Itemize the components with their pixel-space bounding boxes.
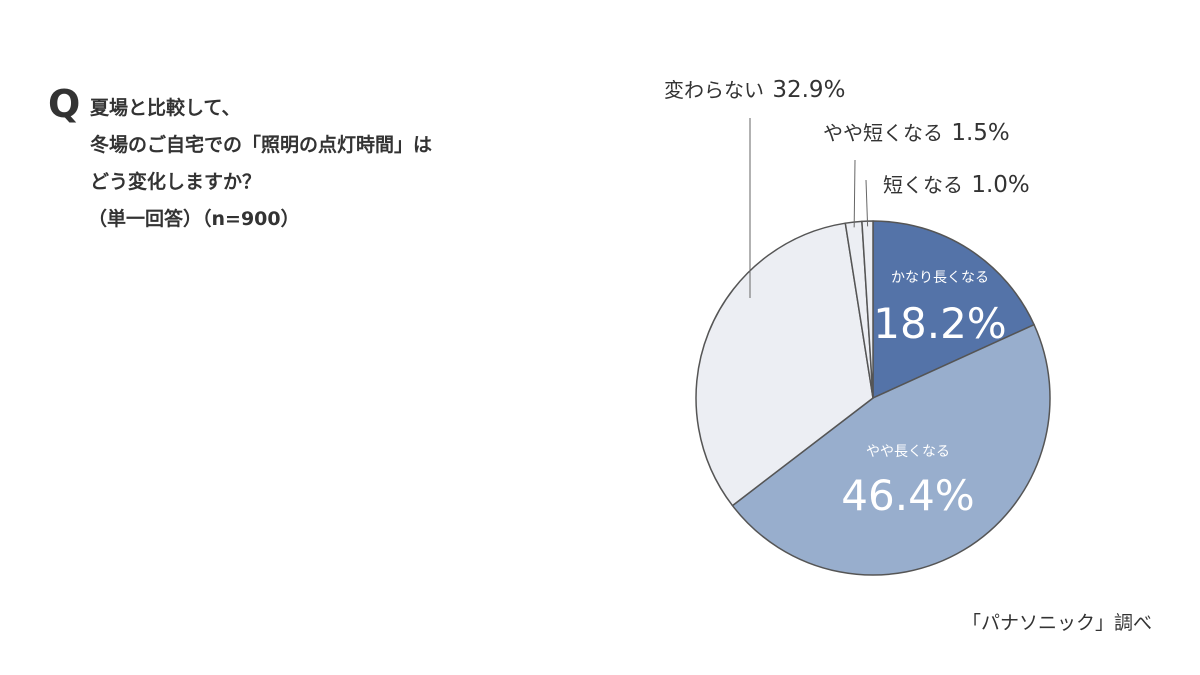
question-line-4: （単一回答）（n=900）: [88, 208, 300, 230]
slice-label-1: かなり長くなる: [891, 270, 989, 286]
source-credit: 「パナソニック」調べ: [961, 612, 1152, 634]
question-text: 夏場と比較して、 冬場のご自宅での「照明の点灯時間」は どう変化しますか？ （単…: [88, 90, 550, 238]
question-line-1: 夏場と比較して、: [90, 97, 241, 119]
slice-value-1: 18.2%: [873, 299, 1006, 348]
pie-slice-3: [695, 222, 874, 507]
slice-label-4: やや短くなる 1.5%: [823, 120, 1010, 146]
question-line-3: どう変化しますか？: [90, 171, 262, 193]
question-line-2: 冬場のご自宅での「照明の点灯時間」は: [90, 134, 433, 156]
leader-line-4: [853, 159, 856, 228]
slice-label-3: 変わらない 32.9%: [664, 77, 845, 103]
slice-label-2: やや長くなる: [866, 444, 950, 460]
leader-line-5: [865, 179, 869, 227]
pie-slice-2: [731, 323, 1051, 576]
slice-value-2: 46.4%: [841, 471, 974, 520]
question-mark: Q: [48, 82, 81, 126]
slice-label-5: 短くなる 1.0%: [883, 172, 1030, 198]
pie-slice-1: [872, 220, 1035, 399]
